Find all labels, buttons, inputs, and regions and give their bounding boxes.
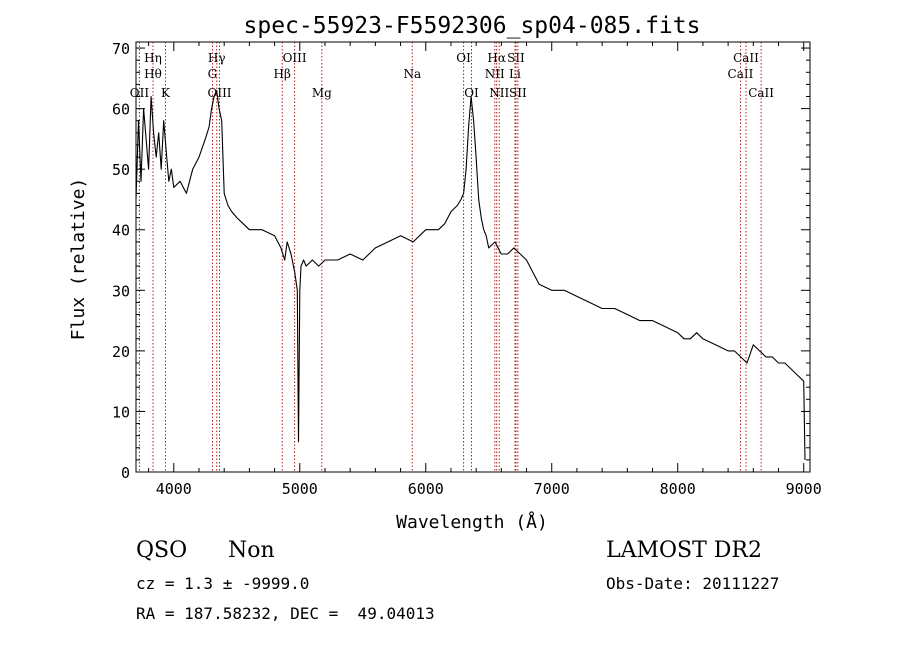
spectral-line-label: OIII (207, 86, 231, 100)
series-layer (135, 89, 806, 460)
x-tick-label: 6000 (408, 480, 444, 498)
spectral-line-label: OI (464, 86, 479, 100)
spectral-line-label: CaII (733, 51, 759, 65)
y-tick-label: 50 (112, 161, 130, 179)
spectral-line-label: G (208, 67, 218, 81)
x-tick-label: 4000 (156, 480, 192, 498)
x-tick-label: 8000 (660, 480, 696, 498)
x-tick-label: 7000 (534, 480, 570, 498)
y-axis-label: Flux (relative) (68, 178, 89, 341)
y-tick-label: 40 (112, 222, 130, 240)
spectrum-line (135, 89, 806, 460)
spectral-line-label: SII (509, 86, 527, 100)
y-tick-label: 20 (112, 343, 130, 361)
spectral-line-label: Li (509, 67, 521, 81)
obs-date-text: Obs-Date: 20111227 (606, 574, 780, 593)
spectral-line-label: Hη (144, 51, 162, 65)
y-tick-label: 70 (112, 40, 130, 58)
y-tick-label: 30 (112, 282, 130, 300)
spectral-line-label: Hγ (208, 51, 226, 65)
coordinates-text: RA = 187.58232, DEC = 49.04013 (136, 604, 435, 623)
plot-frame (135, 41, 811, 473)
y-tick-label: 0 (121, 464, 130, 482)
spectral-line-label: Hβ (274, 67, 291, 81)
object-class: QSO (136, 538, 188, 563)
spectral-line-label: CaII (748, 86, 774, 100)
spectral-line-label: Hα (487, 51, 506, 65)
spectral-line-label: Hθ (144, 67, 162, 81)
spectral-lines-layer: OIIHηHθKGHγOIIIHβOIIIMgNaOIOINIIHαNIILiS… (130, 42, 774, 472)
spectral-line-label: Na (403, 67, 421, 81)
spectral-line-label: OII (130, 86, 150, 100)
spectral-line-label: OI (456, 51, 471, 65)
object-subclass: Non (228, 538, 275, 563)
y-tick-label: 60 (112, 101, 130, 119)
redshift-text: cz = 1.3 ± -9999.0 (136, 574, 310, 593)
chart-title: spec-55923-F5592306_sp04-085.fits (244, 13, 701, 39)
spectral-line-label: CaII (728, 67, 754, 81)
x-tick-label: 5000 (282, 480, 318, 498)
spectral-line-label: NII (489, 86, 509, 100)
spectral-line-label: OIII (283, 51, 307, 65)
survey-name: LAMOST DR2 (606, 538, 762, 563)
x-tick-label: 9000 (786, 480, 822, 498)
x-axis-label: Wavelength (Å) (396, 511, 548, 533)
spectral-line-label: K (161, 86, 171, 100)
axes-layer: 4000 5000 6000 7000 8000 9000 0 10 20 30 40 50 60 70 (112, 40, 822, 498)
y-tick-label: 10 (112, 403, 130, 421)
spectral-line-label: NII (485, 67, 505, 81)
spectral-line-label: Mg (312, 86, 332, 100)
spectral-line-label: SII (507, 51, 525, 65)
